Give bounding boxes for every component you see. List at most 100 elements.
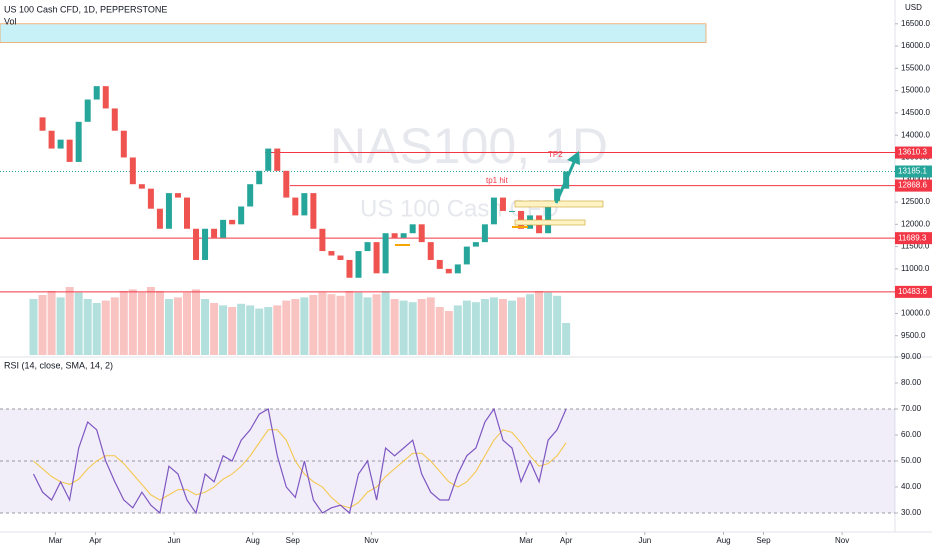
candle: [165, 193, 172, 229]
volume-bar: [228, 307, 237, 355]
volume-bar: [83, 299, 92, 355]
candle: [66, 139, 73, 162]
candle: [292, 197, 299, 216]
x-tick-label: Aug: [246, 536, 260, 545]
candle: [499, 197, 506, 211]
rsi-ma-line: [33, 429, 567, 509]
candle: [418, 224, 425, 243]
candle: [274, 148, 281, 171]
level-tag: [895, 146, 932, 159]
rsi-y-tick-label: 50.00: [901, 456, 922, 465]
candle: [328, 251, 335, 256]
level-tag: [895, 285, 932, 298]
volume-bar: [318, 292, 327, 355]
candle: [283, 170, 290, 198]
chart-title: US 100 Cash CFD, 1D, PEPPERSTONE: [4, 4, 167, 14]
volume-bar: [336, 295, 345, 355]
candle: [508, 210, 515, 212]
volume-bar: [38, 295, 47, 355]
candle: [147, 188, 154, 209]
candle: [84, 99, 91, 122]
candle: [490, 197, 497, 225]
volume-bar: [535, 291, 544, 355]
volume-bar: [246, 305, 255, 355]
volume-bar: [526, 294, 535, 355]
zone: [0, 23, 707, 43]
volume-bar: [101, 300, 110, 355]
candle: [93, 86, 100, 100]
rsi-y-tick-label: 40.00: [901, 482, 922, 491]
candle: [463, 246, 470, 265]
candle: [138, 184, 145, 189]
level-tag: [895, 232, 932, 245]
x-tick-label: Nov: [364, 536, 378, 545]
candle: [156, 208, 163, 229]
volume-bar: [363, 297, 372, 355]
candle: [174, 193, 181, 198]
volume-bar: [562, 323, 571, 355]
candle: [382, 233, 389, 274]
candle: [75, 121, 82, 162]
volume-bar: [56, 297, 65, 355]
x-tick-label: Mar: [49, 536, 63, 545]
volume-bar: [327, 294, 336, 355]
y-tick-label: 14000.0: [901, 130, 930, 139]
candle: [111, 108, 118, 131]
volume-bar: [462, 300, 471, 355]
volume-bar: [137, 292, 146, 355]
candle: [193, 228, 200, 260]
volume-bar: [65, 287, 74, 355]
candle: [346, 259, 353, 278]
volume-bar: [201, 299, 210, 355]
candle: [256, 170, 263, 185]
candle: [554, 188, 561, 203]
volume-bar: [480, 299, 489, 355]
y-tick-label: 15500.0: [901, 63, 930, 72]
x-tick-label: Jun: [638, 536, 651, 545]
level-label: 12868.6: [898, 181, 927, 190]
annotation: TP2: [548, 150, 563, 159]
volume-bar: [264, 307, 273, 355]
annotation: tp1 hit: [486, 176, 509, 185]
x-tick-label: Apr: [89, 536, 102, 545]
level-tag: [895, 179, 932, 192]
watermark-sub: US 100 Cash CFD: [360, 195, 559, 222]
volume-bar: [164, 299, 173, 355]
candle: [319, 228, 326, 252]
x-tick-label: Sep: [756, 536, 771, 545]
rsi-y-tick-label: 70.00: [901, 404, 922, 413]
volume-label: Vol: [4, 16, 17, 26]
x-tick-label: Mar: [519, 536, 533, 545]
candle: [247, 184, 254, 207]
candle: [265, 148, 272, 171]
y-tick-label: 16500.0: [901, 19, 930, 28]
rsi-y-tick-label: 80.00: [901, 378, 922, 387]
level-label: 13610.3: [898, 148, 927, 157]
volume-bar: [381, 291, 390, 355]
candle: [355, 251, 362, 278]
watermark: NAS100, 1D: [330, 118, 608, 174]
volume-bar: [417, 299, 426, 355]
candle: [129, 157, 136, 185]
volume-bar: [182, 292, 191, 355]
y-tick-label: 16000.0: [901, 41, 930, 50]
volume-bar: [399, 300, 408, 355]
candle: [391, 233, 398, 238]
level-label: 10483.6: [898, 287, 927, 296]
volume-bar: [435, 307, 444, 355]
candle: [436, 259, 443, 269]
y-tick-label: 12500.0: [901, 197, 930, 206]
y-tick-label: 9500.0: [901, 331, 926, 340]
plot: 16500.0 16000.0 15500.0 15000.0 14500.0 14000…: [0, 19, 932, 545]
volume-bar: [309, 295, 318, 355]
volume-bar: [47, 291, 56, 355]
x-tick-label: Sep: [286, 536, 301, 545]
candle: [310, 193, 317, 229]
candle: [202, 228, 209, 260]
candle: [481, 224, 488, 243]
volume-bar: [173, 297, 182, 355]
volume-bar: [146, 287, 155, 355]
zone-box: [514, 219, 586, 226]
candle: [57, 139, 64, 149]
x-tick-label: Nov: [835, 536, 849, 545]
